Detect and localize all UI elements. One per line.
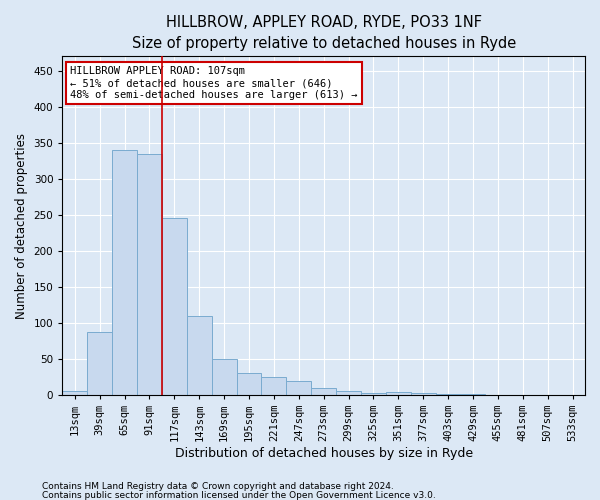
Bar bbox=[361, 393, 386, 395]
Text: HILLBROW APPLEY ROAD: 107sqm
← 51% of detached houses are smaller (646)
48% of s: HILLBROW APPLEY ROAD: 107sqm ← 51% of de… bbox=[70, 66, 358, 100]
Bar bbox=[436, 394, 461, 395]
Bar bbox=[112, 150, 137, 395]
Bar bbox=[137, 154, 162, 395]
Bar bbox=[411, 394, 436, 395]
Bar bbox=[461, 394, 485, 395]
Bar bbox=[187, 316, 212, 395]
Bar bbox=[311, 388, 336, 395]
Bar bbox=[162, 218, 187, 395]
Y-axis label: Number of detached properties: Number of detached properties bbox=[15, 132, 28, 318]
Bar bbox=[336, 392, 361, 395]
Bar bbox=[286, 380, 311, 395]
Title: HILLBROW, APPLEY ROAD, RYDE, PO33 1NF
Size of property relative to detached hous: HILLBROW, APPLEY ROAD, RYDE, PO33 1NF Si… bbox=[131, 15, 516, 51]
Bar bbox=[262, 377, 286, 395]
Bar bbox=[236, 374, 262, 395]
Bar bbox=[212, 359, 236, 395]
Text: Contains HM Land Registry data © Crown copyright and database right 2024.: Contains HM Land Registry data © Crown c… bbox=[42, 482, 394, 491]
X-axis label: Distribution of detached houses by size in Ryde: Distribution of detached houses by size … bbox=[175, 447, 473, 460]
Bar bbox=[386, 392, 411, 395]
Bar bbox=[62, 392, 87, 395]
Bar bbox=[87, 332, 112, 395]
Text: Contains public sector information licensed under the Open Government Licence v3: Contains public sector information licen… bbox=[42, 490, 436, 500]
